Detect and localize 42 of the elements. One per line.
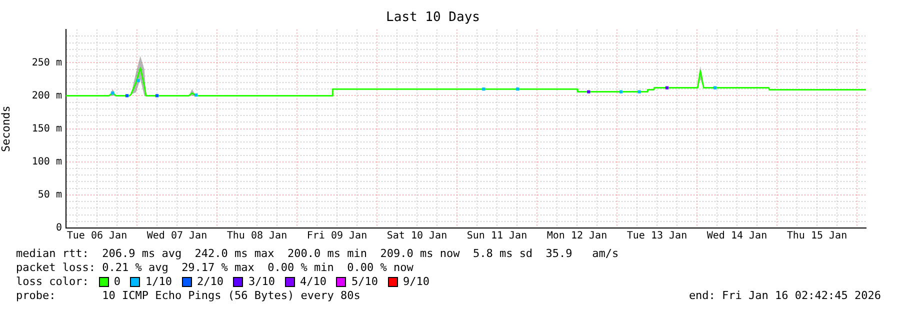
- text: packet loss: 0.21 % avg 29.17 % max 0.00 % min 0.00 % now: [16, 261, 414, 275]
- point: [713, 86, 717, 90]
- legend-label: 3/10: [248, 275, 275, 288]
- y-tick-label: 100 m: [32, 156, 62, 168]
- legend-label: 4/10: [300, 275, 326, 288]
- x-tick-label: Thu 08 Jan: [226, 230, 288, 242]
- chart-title: Last 10 Days: [386, 10, 480, 26]
- x-tick-label: Mon 12 Jan: [546, 230, 608, 242]
- point: [619, 90, 623, 94]
- x-tick-label: Sun 11 Jan: [466, 230, 528, 242]
- point: [155, 94, 159, 98]
- x-tick-label: Sat 10 Jan: [386, 230, 448, 242]
- point: [136, 78, 140, 82]
- legend-label: 9/10: [402, 275, 430, 288]
- point: [482, 88, 486, 91]
- x-tick-label: Tue 13 Jan: [626, 230, 688, 242]
- y-tick-label: 50 m: [38, 190, 62, 201]
- x-tick-label: Wed 07 Jan: [146, 230, 208, 242]
- x-tick-label: Wed 14 Jan: [706, 230, 768, 242]
- y-tick-label: 200 m: [32, 90, 62, 102]
- x-tick-label: Tue 06 Jan: [66, 230, 128, 242]
- legend-title: loss color:: [16, 275, 89, 288]
- x-tick-label: Fri 09 Jan: [306, 230, 368, 242]
- legend-label: 2/10: [196, 275, 224, 288]
- x-tick-label: Thu 15 Jan: [786, 230, 848, 242]
- point: [665, 86, 669, 90]
- text: median rtt: 206.9 ms avg 242.0 ms max 200.0 ms min 209.0 ms now 5.8 ms sd 35.9 am/s: [16, 247, 619, 261]
- y-tick-label: 0: [56, 222, 62, 234]
- y-axis-title: Seconds: [0, 106, 12, 152]
- point: [587, 90, 590, 94]
- point: [638, 90, 641, 94]
- legend-label: 1/10: [145, 275, 172, 288]
- y-tick-label: 250 m: [32, 57, 62, 68]
- text: end: Fri Jan 16 02:42:45 2026: [688, 289, 881, 303]
- text: probe: 10 ICMP Echo Pings (56 Bytes) every 80s: [16, 289, 360, 303]
- point: [111, 92, 114, 95]
- legend-label: 5/10: [351, 275, 378, 288]
- y-tick-label: 150 m: [32, 123, 62, 134]
- point: [194, 94, 198, 97]
- legend-label: 0: [114, 275, 120, 288]
- point: [516, 88, 520, 91]
- point: [125, 94, 129, 98]
